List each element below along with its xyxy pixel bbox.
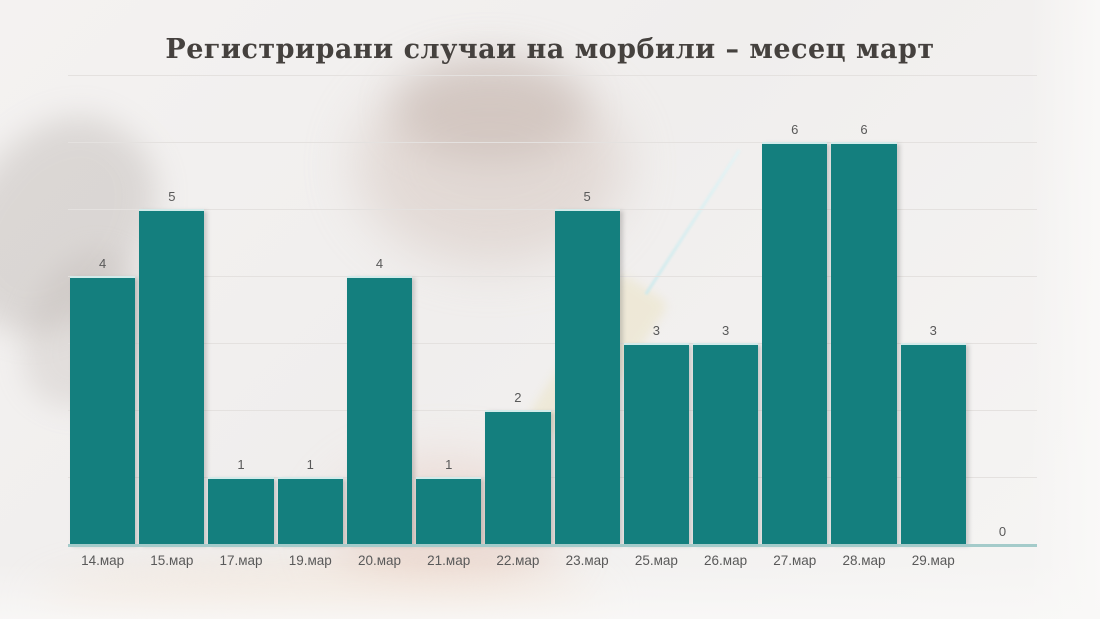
bar-value-label: 1 xyxy=(237,457,245,472)
bar-slot-20.мар: 4 xyxy=(345,75,414,544)
gridline-4 xyxy=(68,276,1037,277)
bar-slot-last: 0 xyxy=(968,75,1037,544)
x-axis-label: 26.мар xyxy=(704,553,748,568)
bar-slot-23.мар: 5 xyxy=(553,75,622,544)
bar-value-label: 1 xyxy=(445,457,453,472)
bar-slot-25.мар: 3 xyxy=(622,75,691,544)
bar-value-label: 4 xyxy=(98,256,107,271)
bar-value-label: 3 xyxy=(721,323,730,338)
bar-22.мар xyxy=(485,410,551,544)
bar-value-label: 5 xyxy=(168,189,176,204)
bar-19.мар xyxy=(277,477,343,544)
bar-15.мар xyxy=(139,209,205,544)
x-axis-label: 27.мар xyxy=(773,553,817,568)
bar-slot-29.мар: 3 xyxy=(899,75,968,544)
x-axis-label: 20.мар xyxy=(357,553,402,568)
bar-17.мар xyxy=(208,477,274,544)
x-axis-label: 19.мар xyxy=(288,553,332,568)
bar-value-label: 4 xyxy=(375,256,384,271)
background-right-glow xyxy=(1030,0,1100,619)
bar-slot-21.мар: 1 xyxy=(414,75,483,544)
background-photo-cream-patch xyxy=(40,570,600,619)
bar-slot-14.мар: 4 xyxy=(68,75,137,544)
x-axis-labels: 14.мар 15.мар 17.мар 19.мар 20.мар 21.мар 22.м… xyxy=(68,551,1037,571)
bar-slot-17.мар: 1 xyxy=(206,75,275,544)
bar-25.мар xyxy=(623,343,689,544)
bar-slot-22.мар: 2 xyxy=(483,75,552,544)
x-axis-label: 22.мар xyxy=(496,553,540,568)
bar-value-label: 3 xyxy=(652,323,660,338)
bars-row: 4 5 1 1 4 1 2 5 3 3 6 6 3 0 xyxy=(68,75,1037,544)
x-axis-label: 14.мар xyxy=(81,553,125,568)
gridline-7 xyxy=(68,75,1037,76)
x-axis-label xyxy=(968,551,1037,571)
bar-29.мар xyxy=(900,343,966,544)
bar-slot-19.мар: 1 xyxy=(276,75,345,544)
chart-title: Регистрирани случаи на морбили – месец м… xyxy=(165,34,935,65)
background-bottom-glow xyxy=(0,564,1100,619)
bar-slot-27.мар: 6 xyxy=(760,75,829,544)
x-axis-label: 29.мар xyxy=(911,553,955,568)
bar-value-label: 1 xyxy=(306,457,314,472)
bar-value-label: 2 xyxy=(514,390,522,405)
bar-28.мар xyxy=(831,142,897,544)
bar-20.мар xyxy=(346,276,413,544)
x-axis-label: 23.мар xyxy=(565,553,609,568)
gridline-2 xyxy=(68,410,1037,411)
plot-area: 4 5 1 1 4 1 2 5 3 3 6 6 3 0 xyxy=(68,75,1037,547)
bar-14.мар xyxy=(70,276,136,544)
bar-slot-28.мар: 6 xyxy=(829,75,898,544)
x-axis-label: 15.мар xyxy=(150,553,194,568)
bar-23.мар xyxy=(554,209,620,544)
x-axis-label: 21.мар xyxy=(427,553,471,568)
gridline-6 xyxy=(68,142,1037,143)
x-axis-label: 25.мар xyxy=(634,553,678,568)
bar-value-label: 6 xyxy=(791,122,799,137)
x-axis-baseline xyxy=(68,544,1037,547)
x-axis-label: 17.мар xyxy=(219,553,263,568)
gridline-3 xyxy=(68,343,1037,344)
bar-26.мар xyxy=(692,343,759,544)
bar-value-label: 0 xyxy=(998,524,1007,539)
gridline-1 xyxy=(68,477,1037,478)
bar-value-label: 6 xyxy=(860,122,868,137)
bar-slot-15.мар: 5 xyxy=(137,75,206,544)
x-axis-label: 28.мар xyxy=(842,553,886,568)
bar-21.мар xyxy=(416,477,482,544)
bar-slot-26.мар: 3 xyxy=(691,75,760,544)
bar-value-label: 5 xyxy=(583,189,591,204)
bar-27.мар xyxy=(762,142,828,544)
bar-value-label: 3 xyxy=(929,323,937,338)
gridline-5 xyxy=(68,209,1037,210)
